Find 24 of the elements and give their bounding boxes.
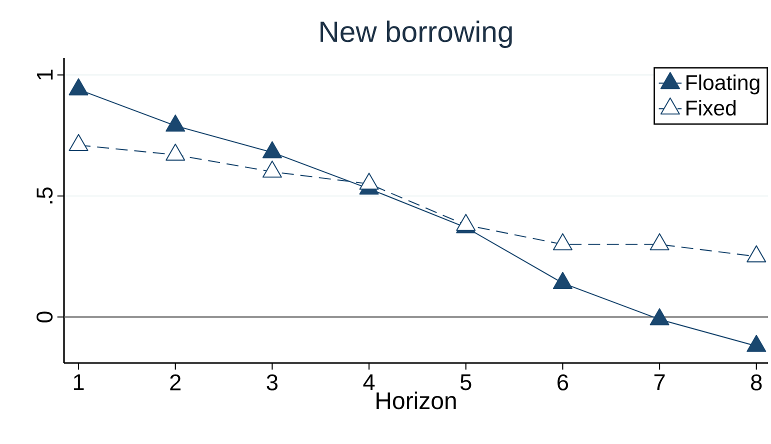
x-tick-label: 7 — [654, 374, 665, 390]
x-tick-label: 2 — [170, 374, 181, 390]
x-tick-label: 3 — [266, 374, 278, 390]
x-tick-label: 4 — [363, 374, 375, 390]
point — [746, 334, 766, 352]
point — [262, 141, 282, 158]
point — [166, 144, 186, 161]
x-axis-title: Horizon — [376, 392, 456, 410]
x-tick-label: 6 — [558, 374, 568, 390]
legend-label: Floating — [686, 74, 760, 94]
x-tick-label: 5 — [460, 374, 472, 390]
point — [650, 308, 670, 326]
point — [262, 160, 282, 178]
point — [552, 272, 572, 289]
point — [166, 114, 186, 132]
point — [68, 78, 88, 96]
legend-label: Fixed — [686, 100, 736, 116]
y-tick-label: 1 — [37, 70, 53, 80]
chart-title: New borrowing — [320, 20, 512, 48]
x-tick-label: 8 — [751, 374, 762, 390]
y-tick-label: 0 — [36, 312, 53, 322]
x-tick-label: 1 — [74, 374, 84, 390]
point — [359, 172, 379, 190]
y-tick-label: .5 — [36, 187, 53, 204]
